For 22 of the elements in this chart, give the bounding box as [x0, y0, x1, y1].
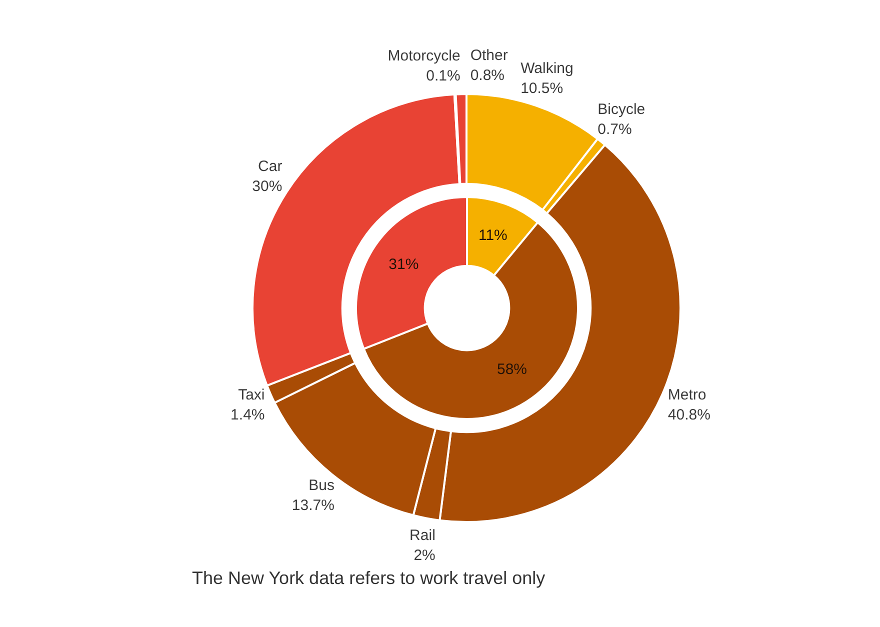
slice-label: Taxi: [238, 386, 265, 404]
slice-label: Motorcycle: [388, 47, 460, 64]
slice-label: Bus: [308, 477, 334, 494]
slice-label: Walking: [520, 60, 574, 78]
slice-label: Bicycle: [598, 101, 646, 118]
data-label: 1.4%: [230, 406, 265, 424]
data-label: 2%: [414, 546, 436, 564]
slice-label: Other: [470, 47, 508, 64]
data-label: 13.7%: [292, 497, 334, 514]
data-label: 0.7%: [598, 121, 632, 138]
data-label: 58%: [496, 361, 527, 378]
text: The New York data refers to work travel only: [192, 568, 546, 589]
slice-label: Rail: [410, 526, 436, 544]
data-label: 10.5%: [520, 80, 564, 98]
data-label: 0.1%: [426, 67, 460, 84]
data-label: 30%: [252, 178, 282, 196]
data-label: 11%: [478, 227, 507, 244]
slice-label: Metro: [668, 386, 706, 404]
data-label: 0.8%: [470, 67, 505, 84]
data-label: 40.8%: [668, 406, 710, 424]
data-label: 31%: [388, 256, 418, 274]
slice-label: Car: [258, 158, 282, 176]
